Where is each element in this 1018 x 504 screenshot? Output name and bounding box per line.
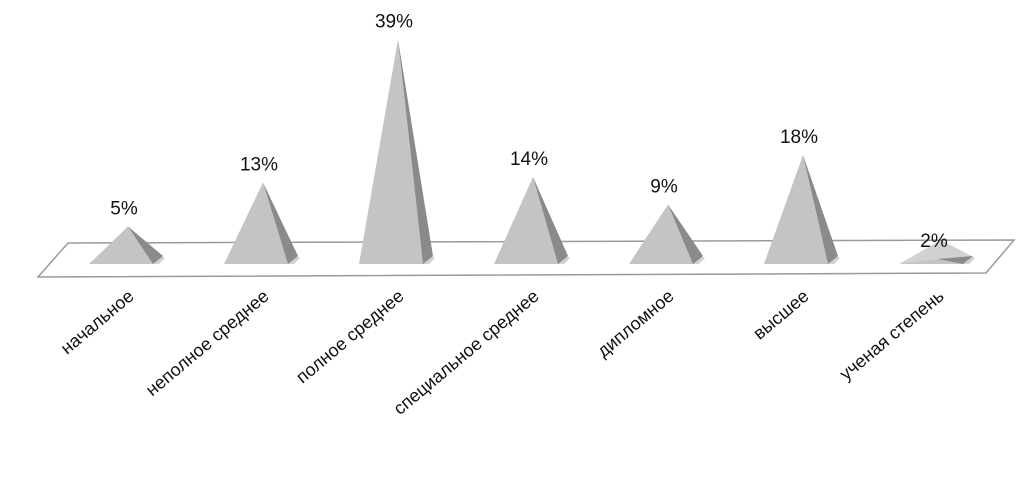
category-label: дипломное <box>593 286 677 361</box>
pyramid-face-dark <box>668 204 703 264</box>
pyramid-bar <box>359 39 435 264</box>
pyramid-bar <box>899 240 975 264</box>
category-label: неполное среднее <box>142 286 273 400</box>
pyramid-face-light <box>359 39 423 264</box>
category-label: начальное <box>57 286 138 358</box>
pyramid-face-dark <box>533 177 568 264</box>
value-label: 5% <box>110 199 138 220</box>
pyramid-bar <box>629 204 705 264</box>
pyramid-face-dark <box>803 155 838 264</box>
pyramid-face-dark <box>263 182 298 264</box>
value-label: 2% <box>920 231 948 252</box>
category-labels: начальное неполное среднее полное среднеес… <box>57 286 948 419</box>
pyramid-face-light <box>764 155 828 264</box>
category-label: полное среднее <box>292 286 407 387</box>
pyramid-face-dark <box>938 256 973 264</box>
pyramid-face-light <box>899 259 963 264</box>
pyramid-bar <box>764 155 840 264</box>
pyramid-face-dark <box>398 39 433 264</box>
pyramid-face-dark <box>128 226 163 264</box>
value-label: 18% <box>780 127 818 148</box>
value-label: 9% <box>650 177 678 198</box>
pyramid-bar <box>89 226 165 264</box>
pyramid-bar <box>494 177 570 264</box>
value-label: 14% <box>510 149 548 170</box>
pyramid-face-light <box>89 226 153 264</box>
chart-marks <box>89 39 975 264</box>
category-label: высшее <box>749 286 812 344</box>
category-label: ученая степень <box>836 286 948 384</box>
pyramid-face-light <box>224 182 288 264</box>
pyramid-face-light <box>629 204 693 264</box>
value-labels: 5% 13% 39% 14% 9% 18% 2% <box>110 12 948 253</box>
pyramid-bar <box>224 182 300 264</box>
value-label: 13% <box>240 155 278 176</box>
category-label: специальное среднее <box>389 286 542 419</box>
value-label: 39% <box>375 12 413 33</box>
pyramid-face-light <box>494 177 558 264</box>
